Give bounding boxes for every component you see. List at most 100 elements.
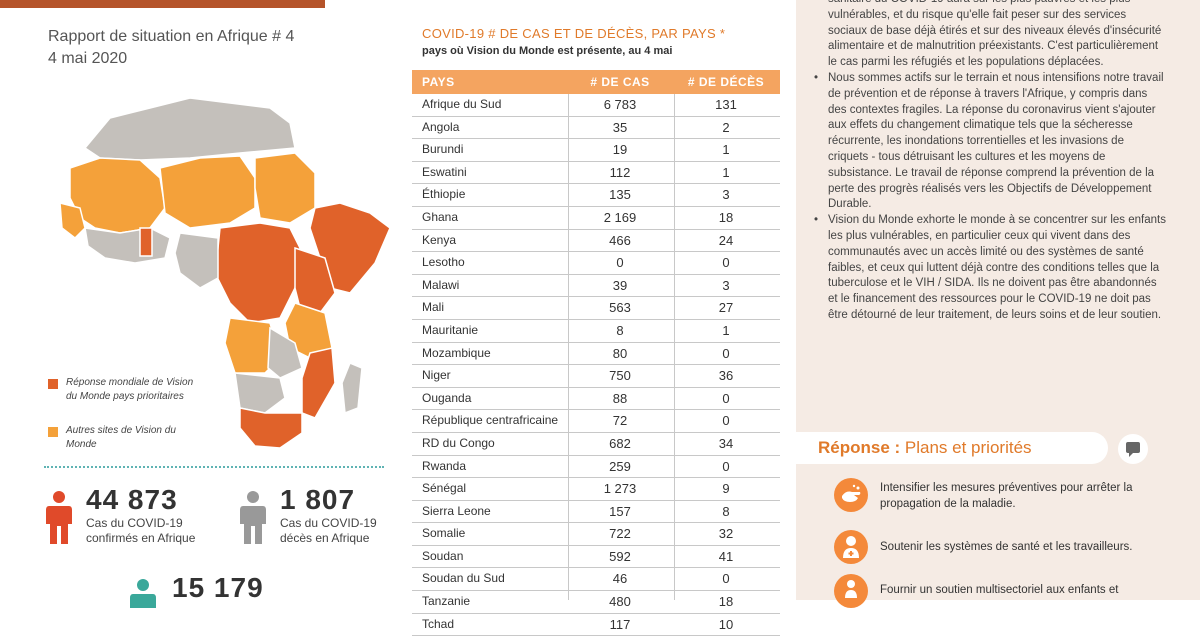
map-region-namibia — [234, 372, 286, 414]
cell-cases: 592 — [609, 548, 631, 564]
speech-bubble-icon — [1118, 434, 1148, 464]
cell-deaths: 8 — [722, 503, 730, 519]
cell-deaths: 2 — [722, 119, 730, 135]
cell-country: Mali — [422, 300, 445, 315]
report-title: Rapport de situation en Afrique # 4 — [48, 28, 295, 45]
map-region-central — [214, 222, 301, 324]
handwash-icon — [834, 478, 868, 512]
cell-deaths: 24 — [718, 232, 734, 248]
table-row: Burundi 19 1 — [412, 139, 780, 162]
cell-deaths: 27 — [718, 300, 734, 316]
legend-swatch-other — [48, 427, 58, 437]
header-cases: # DE CAS — [590, 75, 650, 89]
cell-cases: 135 — [609, 187, 631, 203]
stat-confirmed-label-1: Cas du COVID-19 — [86, 516, 183, 530]
bullet-item: • Nous sommes actifs sur le terrain et n… — [814, 71, 1164, 211]
section-divider — [44, 466, 384, 468]
cell-country: Kenya — [422, 232, 457, 247]
cell-deaths: 10 — [718, 616, 734, 632]
cell-cases: 1 273 — [603, 481, 637, 497]
health-worker-icon — [834, 530, 868, 564]
header-deaths: # DE DÉCÈS — [687, 75, 765, 89]
cell-deaths: 1 — [722, 322, 730, 338]
stat-deaths-label-2: décès en Afrique — [280, 531, 370, 545]
report-date: 4 mai 2020 — [48, 50, 128, 67]
map-region-mozambique — [301, 347, 336, 419]
person-icon-deaths — [240, 491, 266, 544]
stat-deaths: 1 807 Cas du COVID-19 décès en Afrique — [280, 484, 377, 546]
table-row: Sénégal 1 273 9 — [412, 478, 780, 501]
stat-deaths-value: 1 807 — [280, 484, 356, 515]
cell-deaths: 1 — [722, 164, 730, 180]
stat-recovered: 15 179 — [172, 572, 264, 604]
bullet-text-1: sanitaire du COVID-19 aura sur les plus … — [828, 0, 1162, 69]
cell-deaths: 18 — [718, 594, 734, 610]
cell-deaths: 1 — [722, 142, 730, 158]
cell-country: Tchad — [422, 616, 455, 631]
table-header: PAYS # DE CAS # DE DÉCÈS — [412, 70, 780, 94]
map-region-madagascar — [341, 362, 363, 415]
cell-country: Tanzanie — [422, 594, 471, 609]
cell-deaths: 0 — [722, 458, 730, 474]
cell-deaths: 36 — [718, 368, 734, 384]
cell-cases: 2 169 — [603, 209, 637, 225]
cell-cases: 117 — [609, 616, 631, 632]
cell-cases: 19 — [612, 142, 628, 158]
cell-deaths: 0 — [722, 571, 730, 587]
cell-deaths: 3 — [722, 277, 730, 293]
person-icon-confirmed — [46, 491, 72, 544]
map-region-north — [83, 97, 296, 161]
table-row: Mauritanie 8 1 — [412, 320, 780, 343]
response-title-bold: Réponse : — [818, 438, 901, 457]
table-row: Malawi 39 3 — [412, 275, 780, 298]
child-support-icon — [834, 574, 868, 608]
cell-country: Ghana — [422, 209, 459, 224]
header-country: PAYS — [422, 75, 455, 89]
cell-cases: 0 — [616, 255, 624, 271]
cell-country: Afrique du Sud — [422, 97, 502, 111]
cell-country: Mozambique — [422, 345, 491, 360]
cell-deaths: 0 — [722, 413, 730, 429]
priority-text-3: Fournir un soutien multisectoriel aux en… — [880, 584, 1119, 596]
cell-deaths: 9 — [722, 481, 730, 497]
map-region-westcoast — [84, 227, 171, 264]
bullet-item: sanitaire du COVID-19 aura sur les plus … — [806, 0, 1166, 71]
bullet-text-3: Vision du Monde exhorte le monde à se co… — [828, 214, 1166, 321]
cell-deaths: 32 — [718, 526, 734, 542]
cell-cases: 39 — [612, 277, 628, 293]
table-row: RD du Congo 682 34 — [412, 433, 780, 456]
cell-country: RD du Congo — [422, 435, 495, 450]
cell-deaths: 131 — [715, 97, 737, 112]
cell-deaths: 0 — [722, 390, 730, 406]
bullet-list: sanitaire du COVID-19 aura sur les plus … — [806, 0, 1166, 324]
table-row: Mozambique 80 0 — [412, 343, 780, 366]
cell-deaths: 0 — [722, 345, 730, 361]
cell-cases: 6 783 — [603, 97, 637, 112]
table-row: Angola 35 2 — [412, 117, 780, 140]
cell-deaths: 41 — [718, 548, 734, 564]
column-divider-deaths — [674, 94, 675, 600]
map-region-sahel-central — [159, 155, 256, 229]
cell-country: Sierra Leone — [422, 503, 491, 518]
table-row: Éthiopie 135 3 — [412, 184, 780, 207]
map-region-angola — [224, 317, 281, 374]
cell-cases: 750 — [609, 368, 631, 384]
cell-cases: 682 — [609, 435, 631, 451]
africa-map — [59, 97, 391, 449]
table-row: Afrique du Sud 6 783 131 — [412, 94, 780, 117]
table-row: Soudan 592 41 — [412, 546, 780, 569]
cell-country: Sénégal — [422, 481, 467, 496]
cell-country: Soudan — [422, 548, 464, 563]
cell-country: Lesotho — [422, 255, 465, 270]
map-region-sudan — [254, 152, 316, 224]
cell-country: Éthiopie — [422, 187, 466, 202]
response-header: Réponse : Plans et priorités — [796, 432, 1108, 464]
table-body: Afrique du Sud 6 783 131 Angola 35 2 Burundi 19… — [412, 94, 780, 636]
table-row: Ouganda 88 0 — [412, 388, 780, 411]
person-icon-recovered — [130, 579, 156, 608]
cell-cases: 259 — [609, 458, 631, 474]
table-row: Soudan du Sud 46 0 — [412, 568, 780, 592]
table-row: Rwanda 259 0 — [412, 456, 780, 479]
table-row: Eswatini 112 1 — [412, 162, 780, 185]
cell-deaths: 3 — [722, 187, 730, 203]
